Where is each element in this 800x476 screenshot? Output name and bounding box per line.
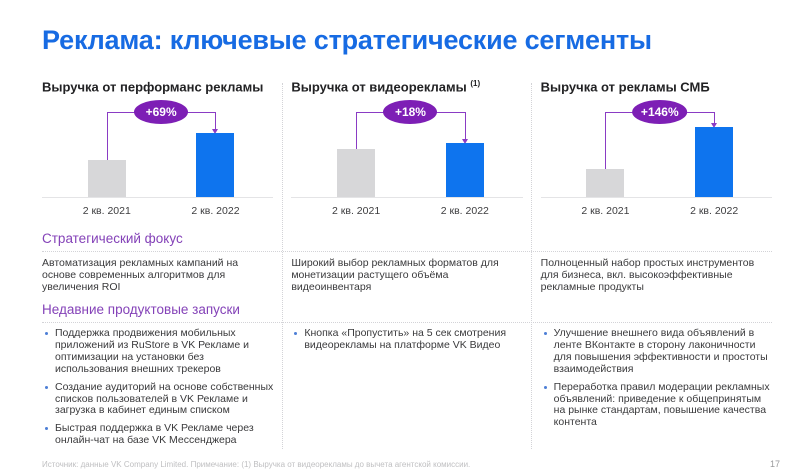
x-axis-labels: 2 кв. 2021 2 кв. 2022: [291, 205, 522, 220]
launch-item-text: Улучшение внешнего вида объявлений в лен…: [553, 327, 768, 375]
focus-text-performance: Автоматизация рекламных кампаний на осно…: [42, 257, 239, 294]
launch-item-text: Кнопка «Пропустить» на 5 сек смотрения в…: [304, 327, 507, 351]
launch-item: Создание аудиторий на основе собственных…: [42, 380, 274, 418]
bullet-icon: [45, 427, 48, 431]
launch-item-text: Быстрая поддержка в VK Рекламе через онл…: [55, 422, 254, 447]
growth-badge: +18%: [383, 100, 438, 125]
launch-item: Кнопка «Пропустить» на 5 сек смотрения в…: [291, 327, 522, 352]
launch-item: Улучшение внешнего вида объявлений в лен…: [541, 327, 772, 376]
launch-item-text: Переработка правил модерации рекламных о…: [553, 380, 770, 429]
launch-item-text: Поддержка продвижения мобильных приложен…: [55, 327, 250, 375]
arrow-down-icon: [212, 112, 219, 135]
bar-2022: [445, 143, 484, 198]
bar-2021: [586, 169, 625, 198]
column-header-performance: Выручка от перформанс рекламы: [42, 75, 273, 95]
column-header-text: Выручка от перформанс рекламы: [42, 79, 264, 95]
plot-area: +146%: [540, 100, 772, 199]
launch-item: Быстрая поддержка в VK Рекламе через онл…: [42, 422, 273, 447]
footer-note: Источник: данные VK Company Limited. При…: [42, 460, 471, 469]
column-header-text: Выручка от рекламы СМБ: [540, 79, 710, 95]
plot-area: +69%: [42, 100, 274, 199]
bar-label-2021: 2 кв. 2021: [332, 205, 381, 218]
bar-chart-video: +18% 2 кв. 2021 2 кв. 2022: [291, 100, 523, 220]
launches-row: Поддержка продвижения мобильных приложен…: [42, 327, 772, 453]
bar-chart-smb: +146% 2 кв. 2021 2 кв. 2022: [540, 100, 772, 220]
launches-list-video: Кнопка «Пропустить» на 5 сек смотрения в…: [291, 327, 522, 453]
growth-badge: +146%: [631, 100, 688, 125]
plot-area: +18%: [291, 100, 523, 199]
bullet-icon: [45, 332, 48, 336]
bar-label-2022: 2 кв. 2022: [440, 205, 489, 218]
column-header-text: Выручка от видеорекламы: [291, 79, 467, 95]
bracket-connector: [106, 112, 108, 162]
bar-2022: [695, 127, 734, 198]
launch-item: Переработка правил модерации рекламных о…: [541, 380, 772, 430]
bullet-icon: [543, 332, 547, 336]
bar-2021: [337, 149, 376, 198]
column-divider: [531, 83, 532, 450]
slide: Реклама: ключевые стратегические сегмент…: [0, 25, 800, 476]
bar-label-2022: 2 кв. 2022: [191, 205, 240, 218]
launches-list-smb: Улучшение внешнего вида объявлений в лен…: [541, 327, 772, 453]
launch-item: Поддержка продвижения мобильных приложен…: [42, 327, 273, 376]
footer: Источник: данные VK Company Limited. При…: [42, 459, 780, 469]
x-axis-labels: 2 кв. 2021 2 кв. 2022: [541, 205, 772, 220]
column-divider: [282, 83, 283, 450]
bar-chart-performance: +69% 2 кв. 2021 2 кв. 2022: [42, 100, 274, 220]
arrow-down-icon: [461, 112, 468, 145]
growth-badge: +69%: [134, 100, 189, 125]
bracket-connector: [605, 112, 607, 171]
bar-2021: [87, 160, 126, 198]
arrow-down-icon: [711, 112, 718, 129]
bullet-icon: [294, 332, 298, 336]
focus-text-video: Широкий выбор рекламных форматов для мон…: [291, 257, 499, 294]
bar-label-2022: 2 кв. 2022: [690, 205, 739, 218]
column-headers-row: Выручка от перформанс рекламы Выручка от…: [42, 75, 772, 95]
launch-item-text: Создание аудиторий на основе собственных…: [55, 380, 274, 417]
focus-row: Автоматизация рекламных кампаний на осно…: [42, 257, 772, 299]
charts-row: +69% 2 кв. 2021 2 кв. 2022 +18%: [42, 100, 772, 220]
content-area: Выручка от перформанс рекламы Выручка от…: [42, 75, 772, 453]
column-header-video: Выручка от видеорекламы (1): [291, 75, 522, 95]
x-axis-labels: 2 кв. 2021 2 кв. 2022: [42, 205, 273, 220]
focus-text-smb: Полноценный набор простых инструментов д…: [540, 257, 755, 294]
column-header-smb: Выручка от рекламы СМБ: [541, 75, 772, 95]
bar-2022: [196, 133, 235, 198]
bar-label-2021: 2 кв. 2021: [82, 205, 131, 218]
page-number: 17: [769, 459, 780, 469]
bracket-connector: [356, 112, 358, 151]
bullet-icon: [543, 385, 547, 389]
slide-title: Реклама: ключевые стратегические сегмент…: [42, 25, 652, 55]
launches-list-performance: Поддержка продвижения мобильных приложен…: [42, 327, 274, 453]
section-heading-focus: Стратегический фокус: [42, 220, 772, 253]
bar-label-2021: 2 кв. 2021: [581, 205, 630, 218]
footnote-marker: (1): [470, 79, 481, 88]
section-heading-launches: Недавние продуктовые запуски: [42, 299, 772, 324]
bullet-icon: [45, 385, 48, 389]
